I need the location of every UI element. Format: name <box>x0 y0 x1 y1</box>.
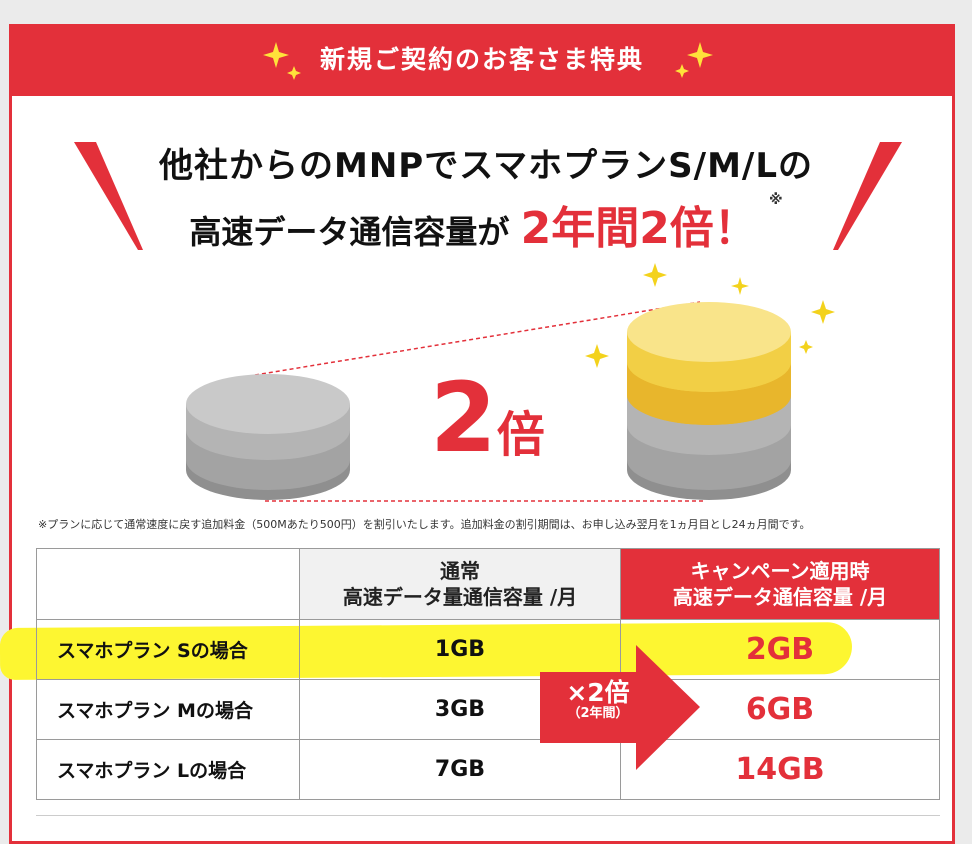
dashed-guide-top <box>254 301 701 376</box>
sparkle-icon <box>287 66 301 80</box>
banner-title: 新規ご契約のお客さま特典 <box>319 45 644 74</box>
multiplier-unit: 倍 <box>496 407 545 463</box>
headline-emphasis: 2年間2倍！ <box>520 203 758 254</box>
sparkle-icon <box>643 263 667 287</box>
campaign-capacity-cell: 14GB <box>620 739 940 800</box>
normal-capacity-cell: 1GB <box>299 619 621 680</box>
arrow-multiplier-text: ×2倍 <box>566 678 630 707</box>
plan-name-cell: スマホプラン Lの場合 <box>36 739 300 800</box>
table-header-row: 通常 高速データ量通信容量 /月 キャンペーン適用時 高速データ通信容量 /月 <box>36 548 940 620</box>
header-normal-line2: 高速データ量通信容量 /月 <box>342 585 578 609</box>
plan-name-cell: スマホプラン Mの場合 <box>36 679 300 740</box>
multiplier-number: 2 <box>430 362 497 474</box>
multiplier-label: 2倍 <box>430 370 545 466</box>
header-campaign-line1: キャンペーン適用時 <box>690 559 870 583</box>
header-normal-line1: 通常 <box>440 559 480 583</box>
left-slash-decoration <box>74 142 143 250</box>
comparison-table: 通常 高速データ量通信容量 /月 キャンペーン適用時 高速データ通信容量 /月 … <box>36 548 940 800</box>
headline-line1: 他社からのMNPでスマホプランS/M/Lの <box>158 146 813 186</box>
right-slash-decoration <box>833 142 902 250</box>
data-volume-illustration <box>186 263 835 502</box>
double-arrow-icon <box>540 645 700 770</box>
table-row: スマホプラン Mの場合 3GB 6GB <box>36 679 940 740</box>
header-campaign-cell: キャンペーン適用時 高速データ通信容量 /月 <box>620 548 940 620</box>
table-row: スマホプラン Lの場合 7GB 14GB <box>36 739 940 800</box>
divider <box>36 815 940 816</box>
sparkle-icon <box>263 42 289 68</box>
small-gray-stack <box>186 374 350 500</box>
sparkle-icon <box>687 42 713 68</box>
sparkle-icon <box>585 344 609 368</box>
sparkle-icon <box>811 300 835 324</box>
sparkle-icon <box>675 64 689 78</box>
headline-prefix: 高速データ通信容量が <box>189 213 510 251</box>
large-stack <box>627 302 791 500</box>
footnote: ※プランに応じて通常速度に戻す追加料金（500Mあたり500円）を割引いたします… <box>38 518 811 531</box>
header-empty-cell <box>36 548 300 620</box>
sparkle-icon <box>731 277 749 295</box>
banner-sparkles <box>263 42 713 80</box>
sparkle-icon <box>799 340 813 354</box>
arrow-period-text: （2年間） <box>567 706 629 721</box>
arrow-label: ×2倍 （2年間） <box>548 680 648 722</box>
header-normal-cell: 通常 高速データ量通信容量 /月 <box>299 548 621 620</box>
plan-name-cell: スマホプラン Sの場合 <box>36 619 300 680</box>
campaign-banner: 新規ご契約のお客さま特典 <box>9 24 955 96</box>
headline-line2: 高速データ通信容量が 2年間2倍！ ※ <box>0 192 972 256</box>
table-row: スマホプラン Sの場合 1GB 2GB <box>36 619 940 680</box>
headline-note-mark: ※ <box>768 192 783 208</box>
campaign-capacity-cell: 2GB <box>620 619 940 680</box>
header-campaign-line2: 高速データ通信容量 /月 <box>672 585 888 609</box>
headline-slashes <box>74 142 902 250</box>
